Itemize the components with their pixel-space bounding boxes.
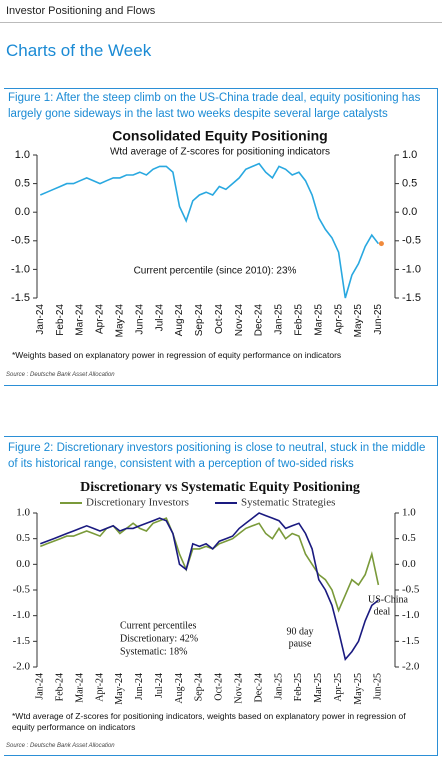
x-tick-label: Feb-24: [55, 304, 66, 336]
y-tick-label: 0.5: [402, 178, 417, 190]
divider: [0, 22, 442, 23]
data-line: [40, 517, 380, 613]
x-tick-label: Apr-24: [94, 673, 105, 702]
x-tick-label: Jul-24: [154, 304, 165, 332]
source: Source : Deutsche Bank Asset Allocation: [6, 372, 115, 378]
x-tick-label: May-24: [115, 304, 126, 338]
x-tick-label: Apr-25: [333, 673, 344, 702]
section-header: Investor Positioning and Flows: [6, 5, 156, 17]
x-tick-label: Jan-24: [35, 304, 46, 335]
x-tick-label: May-25: [353, 304, 364, 338]
x-tick-label: Dec-24: [254, 304, 265, 337]
x-tick-label: Apr-25: [333, 304, 344, 334]
figure-box: [4, 436, 438, 756]
x-tick-label: Feb-24: [55, 673, 66, 701]
x-tick-label: Jul-24: [154, 673, 165, 698]
y-tick-label: 1.0: [402, 507, 416, 519]
y-tick-label: 0.5: [16, 532, 30, 544]
x-tick-label: Mar-25: [313, 304, 324, 336]
x-tick-label: Nov-24: [234, 304, 245, 337]
y-tick-label: 0.0: [16, 558, 30, 570]
y-tick-label: 0.0: [402, 558, 416, 570]
y-tick-label: 0.5: [402, 532, 416, 544]
x-tick-label: Jan-25: [274, 304, 285, 335]
y-tick-label: 0.0: [15, 206, 30, 218]
y-tick-label: -0.5: [11, 235, 30, 247]
x-tick-label: May-25: [353, 673, 364, 705]
x-tick-label: Sep-24: [194, 304, 205, 337]
x-tick-label: Aug-24: [174, 673, 185, 704]
x-tick-label: Mar-25: [313, 673, 324, 703]
y-tick-label: -1.5: [402, 635, 420, 647]
y-tick-label: -2.0: [13, 661, 31, 673]
y-tick-label: 1.0: [16, 507, 30, 519]
x-tick-label: Jun-25: [373, 304, 384, 335]
y-tick-label: 1.0: [15, 149, 30, 161]
x-tick-label: Jun-25: [373, 673, 384, 700]
x-tick-label: Jun-24: [134, 304, 145, 335]
y-tick-label: -1.0: [402, 263, 421, 275]
x-tick-label: May-24: [114, 673, 125, 705]
y-tick-label: -1.0: [402, 609, 420, 621]
x-tick-label: Feb-25: [294, 304, 305, 336]
y-tick-label: 0.5: [15, 178, 30, 190]
annotation: 90 day: [287, 626, 314, 637]
footnote: *Weights based on explanatory power in r…: [12, 350, 342, 360]
x-tick-label: Mar-24: [74, 673, 85, 703]
annotation: Systematic: 18%: [120, 646, 188, 657]
annotation: pause: [289, 638, 312, 649]
x-tick-label: Sep-24: [194, 673, 205, 701]
x-tick-label: Nov-24: [234, 673, 245, 704]
chart-title: Consolidated Equity Positioning: [112, 128, 327, 144]
x-tick-label: Oct-24: [214, 673, 225, 701]
y-tick-label: -2.0: [402, 661, 420, 673]
y-tick-label: -0.5: [402, 235, 421, 247]
legend-label: Systematic Strategies: [241, 497, 335, 509]
chart-title: Discretionary vs Systematic Equity Posit…: [80, 480, 360, 495]
annotation: US-China: [368, 594, 409, 605]
x-tick-label: Mar-24: [75, 304, 86, 336]
y-tick-label: -1.5: [11, 292, 30, 304]
y-tick-label: -0.5: [13, 584, 31, 596]
x-tick-label: Jan-25: [273, 673, 284, 700]
y-tick-label: 1.0: [402, 149, 417, 161]
x-tick-label: Feb-25: [293, 673, 304, 701]
data-line: [40, 512, 379, 662]
figure-box: [4, 88, 438, 386]
y-tick-label: -1.0: [13, 609, 31, 621]
annotation: Current percentiles: [120, 620, 196, 631]
source: Source : Deutsche Bank Asset Allocation: [6, 743, 115, 749]
annotation: Discretionary: 42%: [120, 633, 198, 644]
chart-subtitle: Wtd average of Z-scores for positioning …: [110, 147, 330, 158]
data-line: [39, 162, 380, 299]
figure-caption: Figure 2: Discretionary investors positi…: [8, 442, 426, 470]
x-tick-label: Jun-24: [134, 673, 145, 700]
legend-label: Discretionary Investors: [86, 497, 189, 509]
y-tick-label: 0.0: [402, 206, 417, 218]
page-title: Charts of the Week: [6, 41, 152, 60]
annotation: deal: [374, 606, 391, 617]
footnote: *Wtd average of Z-scores for positioning…: [12, 711, 406, 732]
y-tick-label: -1.5: [13, 635, 31, 647]
chart: Consolidated Equity Positioning Wtd avera…: [11, 128, 421, 338]
x-tick-label: Jan-24: [35, 673, 46, 700]
chart: Discretionary vs Systematic Equity Posit…: [13, 480, 420, 705]
latest-point: [378, 241, 384, 247]
x-tick-label: Apr-24: [95, 304, 106, 334]
x-tick-label: Oct-24: [214, 304, 225, 334]
y-tick-label: -1.0: [11, 263, 30, 275]
figure-caption: Figure 1: After the steep climb on the U…: [8, 92, 421, 120]
x-tick-label: Aug-24: [174, 304, 185, 337]
y-tick-label: -0.5: [402, 584, 420, 596]
y-tick-label: -1.5: [402, 292, 421, 304]
x-tick-label: Dec-24: [253, 673, 264, 702]
annotation: Current percentile (since 2010): 23%: [134, 266, 297, 277]
